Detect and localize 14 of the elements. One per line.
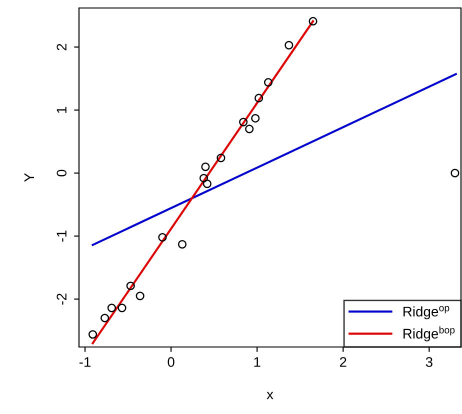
y-tick-label: -2 — [56, 294, 66, 305]
x-axis-title: x — [266, 392, 274, 400]
x-tick-label: 1 — [254, 357, 260, 367]
y-tick-label: 1 — [56, 106, 66, 113]
y-axis-title: Y — [24, 173, 34, 182]
x-tick-label: 2 — [340, 357, 346, 367]
x-tick-label: -1 — [79, 357, 91, 367]
y-tick-label: 2 — [56, 44, 66, 50]
legend-label: Ridge$^{bop}$ — [404, 326, 455, 342]
x-tick-label: 0 — [168, 357, 174, 367]
y-tick-label: 0 — [56, 170, 67, 176]
legend-label: Ridge$^{op}$ — [404, 306, 450, 320]
x-tick-label: 3 — [426, 357, 432, 367]
y-tick-label: -1 — [56, 230, 66, 242]
